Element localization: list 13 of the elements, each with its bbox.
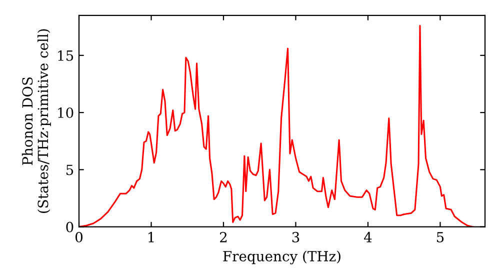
- y-tick-label: 0: [66, 222, 74, 232]
- x-axis-title: Frequency (THz): [223, 250, 340, 264]
- y-tick-label: 10: [58, 108, 74, 118]
- y-tick-label: 15: [58, 50, 74, 61]
- x-tick-label: 2: [220, 232, 227, 242]
- x-tick-label: 4: [364, 232, 372, 242]
- x-tick-label: 0: [75, 232, 82, 242]
- line-series: [79, 24, 474, 227]
- x-tick-label: 3: [292, 232, 300, 242]
- x-tick-label: 5: [436, 232, 444, 242]
- x-tick-label: 1: [148, 232, 154, 242]
- y-tick-label: 5: [66, 164, 74, 176]
- y-axis-title: Phonon DOS (States/THz·primitive cell): [22, 29, 51, 213]
